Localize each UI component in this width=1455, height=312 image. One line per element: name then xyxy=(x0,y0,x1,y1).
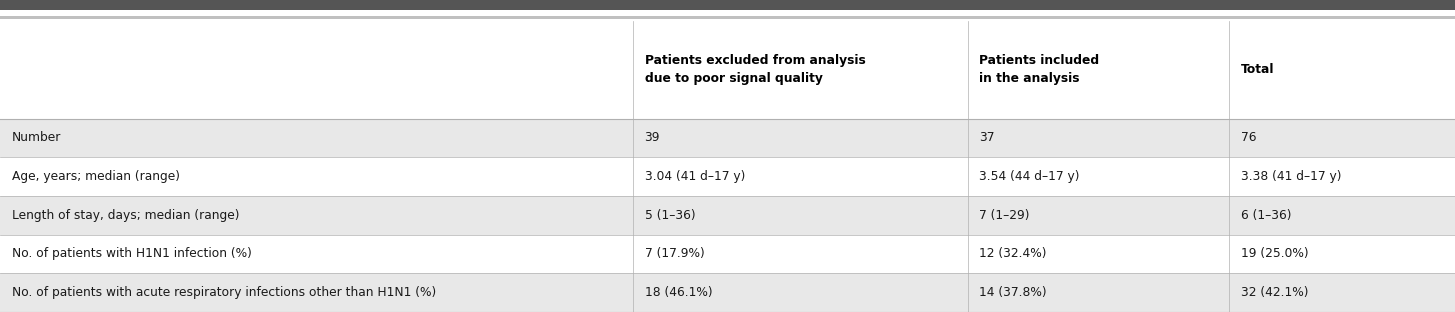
Text: 3.38 (41 d–17 y): 3.38 (41 d–17 y) xyxy=(1241,170,1342,183)
Text: Number: Number xyxy=(12,131,61,144)
Bar xyxy=(0,16,1455,19)
Text: 12 (32.4%): 12 (32.4%) xyxy=(979,247,1046,261)
Text: 19 (25.0%): 19 (25.0%) xyxy=(1241,247,1308,261)
Text: Age, years; median (range): Age, years; median (range) xyxy=(12,170,179,183)
Text: 32 (42.1%): 32 (42.1%) xyxy=(1241,286,1308,299)
Text: No. of patients with H1N1 infection (%): No. of patients with H1N1 infection (%) xyxy=(12,247,252,261)
Bar xyxy=(0,273,1455,312)
Bar xyxy=(0,235,1455,273)
Text: 7 (1–29): 7 (1–29) xyxy=(979,209,1030,222)
Text: Total: Total xyxy=(1241,63,1275,76)
Text: 3.54 (44 d–17 y): 3.54 (44 d–17 y) xyxy=(979,170,1080,183)
Text: 18 (46.1%): 18 (46.1%) xyxy=(645,286,711,299)
Bar xyxy=(0,196,1455,235)
Bar xyxy=(0,119,1455,157)
Text: Patients included
in the analysis: Patients included in the analysis xyxy=(979,54,1100,85)
Text: 39: 39 xyxy=(645,131,661,144)
Text: Patients excluded from analysis
due to poor signal quality: Patients excluded from analysis due to p… xyxy=(645,54,866,85)
Bar xyxy=(0,21,1455,119)
Text: No. of patients with acute respiratory infections other than H1N1 (%): No. of patients with acute respiratory i… xyxy=(12,286,436,299)
Text: 76: 76 xyxy=(1241,131,1257,144)
Text: 14 (37.8%): 14 (37.8%) xyxy=(979,286,1046,299)
Text: 3.04 (41 d–17 y): 3.04 (41 d–17 y) xyxy=(645,170,745,183)
Bar xyxy=(0,0,1455,10)
Text: 5 (1–36): 5 (1–36) xyxy=(645,209,695,222)
Text: 7 (17.9%): 7 (17.9%) xyxy=(645,247,704,261)
Text: 37: 37 xyxy=(979,131,995,144)
Text: Length of stay, days; median (range): Length of stay, days; median (range) xyxy=(12,209,239,222)
Text: 6 (1–36): 6 (1–36) xyxy=(1241,209,1292,222)
Bar xyxy=(0,157,1455,196)
